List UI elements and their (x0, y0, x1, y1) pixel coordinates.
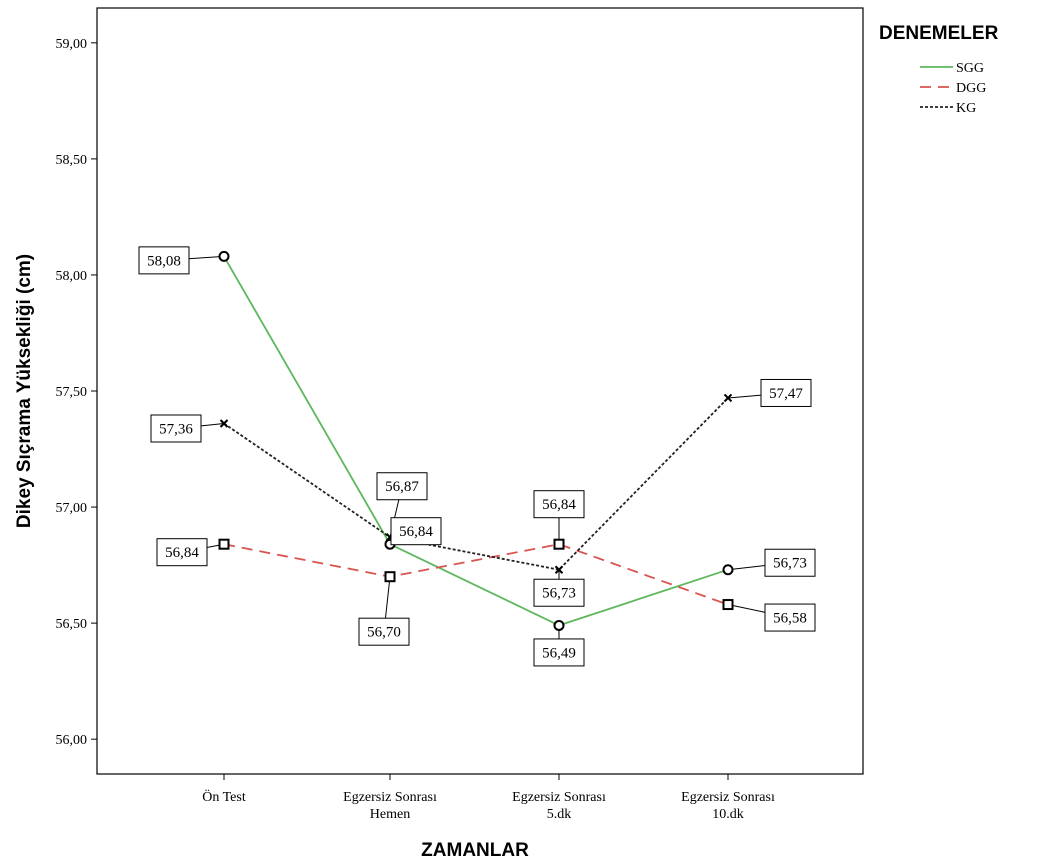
x-tick-label: Egzersiz Sonrası (343, 790, 437, 805)
x-tick-label: 5.dk (547, 807, 572, 822)
data-label-text: 56,87 (385, 479, 419, 495)
point-dgg (386, 572, 395, 581)
data-label-dgg: 56,84 (534, 491, 584, 518)
point-sgg (724, 565, 733, 574)
data-label-dgg: 56,84 (157, 539, 207, 566)
legend-label-dgg: DGG (956, 81, 986, 96)
x-tick-label: Ön Test (202, 788, 246, 805)
point-dgg (555, 540, 564, 549)
data-label-text: 57,36 (159, 421, 193, 437)
data-label-text: 57,47 (769, 386, 803, 402)
y-tick-label: 59,00 (56, 37, 88, 52)
data-label-dgg: 56,70 (359, 618, 409, 645)
y-tick-label: 58,50 (56, 153, 88, 168)
data-label-kg: 56,73 (534, 579, 584, 606)
data-label-text: 56,73 (773, 556, 807, 572)
legend-label-sgg: SGG (956, 61, 984, 76)
data-label-sgg: 56,49 (534, 639, 584, 666)
point-dgg (220, 540, 229, 549)
data-label-kg: 57,47 (761, 379, 811, 406)
data-label-sgg: 56,73 (765, 549, 815, 576)
point-dgg (724, 600, 733, 609)
x-axis: Ön Test Egzersiz Sonrası Hemen Egzersiz Son… (202, 774, 775, 822)
y-tick-label: 56,50 (56, 617, 88, 632)
x-axis-title: ZAMANLAR (421, 840, 529, 861)
legend-label-kg: KG (956, 101, 976, 116)
point-sgg (220, 252, 229, 261)
data-label-kg: 56,87 (377, 473, 427, 500)
data-label-kg: 57,36 (151, 415, 201, 442)
data-label-text: 56,84 (542, 497, 576, 513)
data-label-text: 58,08 (147, 253, 181, 269)
x-tick-label: Hemen (370, 807, 410, 822)
legend: DENEMELER SGG DGG KG (879, 23, 999, 116)
y-tick-label: 57,50 (56, 385, 88, 400)
data-label-text: 56,49 (542, 645, 576, 661)
data-label-sgg: 58,08 (139, 247, 189, 274)
y-tick-label: 56,00 (56, 733, 88, 748)
data-label-text: 56,84 (399, 524, 433, 540)
x-tick-label: 10.dk (712, 807, 744, 822)
data-label-text: 56,73 (542, 586, 576, 602)
y-tick-label: 58,00 (56, 269, 88, 284)
data-label-sgg: 56,84 (391, 518, 441, 545)
x-tick-label: Egzersiz Sonrası (681, 790, 775, 805)
legend-title: DENEMELER (879, 23, 999, 44)
x-tick-label: Egzersiz Sonrası (512, 790, 606, 805)
y-axis-title: Dikey Sıçrama Yüksekliği (cm) (14, 254, 35, 528)
plot-frame (97, 8, 863, 774)
data-label-text: 56,84 (165, 545, 199, 561)
y-axis: 56,00 56,50 57,00 57,50 58,00 58,50 59,00 (56, 37, 98, 748)
point-sgg (555, 621, 564, 630)
data-label-dgg: 56,58 (765, 604, 815, 631)
y-tick-label: 57,00 (56, 501, 88, 516)
data-label-text: 56,70 (367, 625, 401, 641)
data-label-text: 56,58 (773, 611, 807, 627)
